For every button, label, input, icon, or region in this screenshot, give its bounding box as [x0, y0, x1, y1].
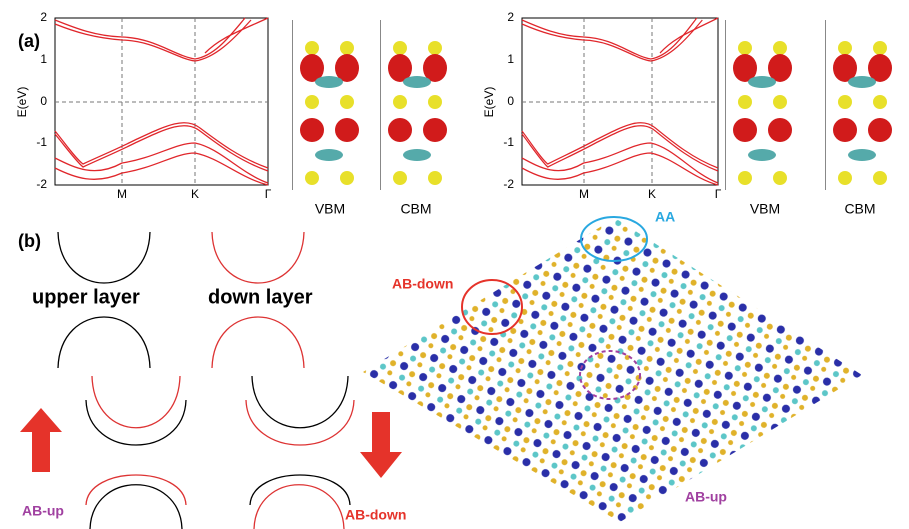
- x-tick-label: M: [579, 187, 589, 201]
- stacking-label: AB-down: [345, 507, 406, 523]
- orbital-image: [725, 20, 792, 190]
- orbital-label: VBM: [315, 201, 345, 217]
- y-tick-label: 2: [40, 10, 47, 24]
- up-arrow: [20, 408, 62, 472]
- stacking-label: AB-up: [22, 503, 64, 519]
- orbital-image: [825, 20, 892, 190]
- y-axis-label: E(eV): [482, 87, 496, 118]
- band-plot: 2 1 0 -1 -2 M K Γ E(eV): [15, 10, 272, 201]
- band-sketch: [85, 399, 187, 446]
- region-circle: [461, 279, 523, 335]
- x-tick-label: M: [117, 187, 127, 201]
- y-tick-label: 0: [40, 94, 47, 108]
- x-tick-label: Γ: [715, 187, 722, 201]
- region-circle: [580, 216, 648, 262]
- band-sketch: [245, 399, 355, 446]
- layer-label: down layer: [208, 286, 313, 308]
- y-tick-label: 1: [507, 52, 514, 66]
- x-tick-label: Γ: [265, 187, 272, 201]
- orbital-label: VBM: [750, 201, 780, 217]
- panel-label: (b): [18, 231, 41, 251]
- band-sketch: [253, 484, 345, 529]
- band-sketch: [249, 474, 351, 506]
- band-sketch: [89, 484, 183, 529]
- band-sketch: [251, 375, 349, 429]
- y-tick-label: -2: [36, 177, 47, 191]
- down-arrow: [360, 412, 402, 478]
- x-tick-label: K: [648, 187, 656, 201]
- panel-label: (a): [18, 31, 40, 51]
- y-tick-label: 0: [507, 94, 514, 108]
- y-tick-label: -2: [503, 177, 514, 191]
- band-sketch: [91, 375, 181, 429]
- region-label: AA: [655, 209, 675, 225]
- orbital-image: [292, 20, 359, 190]
- y-tick-label: 2: [507, 10, 514, 24]
- layer-label: upper layer: [32, 286, 140, 308]
- region-circle: [579, 350, 641, 400]
- moire-lattice: [363, 218, 862, 522]
- y-tick-label: -1: [503, 135, 514, 149]
- orbital-image: [380, 20, 447, 190]
- orbital-label: CBM: [400, 201, 431, 217]
- band-sketch: [211, 231, 305, 284]
- y-tick-label: -1: [36, 135, 47, 149]
- band-sketch: [57, 231, 151, 284]
- region-label: AB-down: [392, 276, 453, 292]
- band-sketch: [211, 316, 305, 369]
- region-label: AB-up: [685, 489, 727, 505]
- band-sketch: [85, 474, 187, 506]
- orbital-label: CBM: [844, 201, 875, 217]
- y-tick-label: 1: [40, 52, 47, 66]
- band-plot: 2 1 0 -1 -2 M K Γ E(eV): [482, 10, 722, 201]
- y-axis-label: E(eV): [15, 87, 29, 118]
- x-tick-label: K: [191, 187, 199, 201]
- band-sketch: [57, 316, 151, 369]
